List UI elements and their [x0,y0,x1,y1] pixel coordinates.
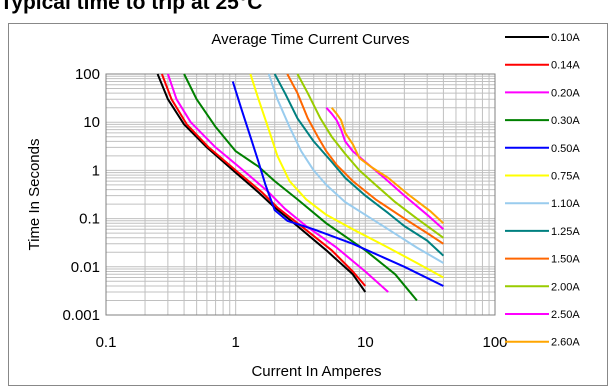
y-tick-label: 100 [75,66,100,83]
series-line-9 [296,73,444,239]
series-line-8 [286,73,444,245]
legend-label: 2.60A [551,337,580,349]
y-tick-label: 1 [92,162,100,179]
legend-label: 1.10A [551,198,580,210]
legend-label: 0.10A [551,32,580,44]
y-axis-title: Time In Seconds [26,139,43,251]
legend-label: 0.20A [551,87,580,99]
legend-label: 0.14A [551,60,580,72]
legend-label: 0.30A [551,115,580,127]
series-line-6 [267,73,444,264]
x-tick-label: 0.1 [96,334,117,351]
series-line-10 [325,107,445,231]
y-tick-label: 10 [83,114,100,131]
series-layer [156,73,445,302]
series-line-0 [156,73,367,293]
series-line-1 [160,73,367,287]
chart-frame: 0.1 1 10 100 100 10 1 0.1 0.01 0.001 Average Time… [8,23,608,386]
legend-label: 0.75A [551,171,580,183]
series-line-5 [249,73,444,279]
legend: 0.10A 0.14A 0.20A 0.30A 0.50A 0.75A 1.10A 1.25A… [505,32,580,349]
legend-label: 1.50A [551,254,580,266]
legend-label: 1.25A [551,226,580,238]
legend-label: 2.50A [551,309,580,321]
y-tick-label: 0.01 [71,259,100,276]
plot-area-border [105,73,496,316]
x-tick-label: 1 [231,334,239,351]
time-current-chart: 0.1 1 10 100 100 10 1 0.1 0.01 0.001 Average Time… [26,31,580,380]
chart-title: Average Time Current Curves [211,31,409,48]
y-tick-label: 0.1 [79,211,100,228]
series-line-4 [231,81,444,287]
series-line-3 [183,73,418,302]
series-line-11 [330,107,445,225]
page-heading: Typical time to trip at 25°C [0,0,263,14]
y-tick-label: 0.001 [62,307,100,324]
x-tick-label: 10 [357,334,374,351]
series-line-7 [273,73,445,257]
x-tick-label: 100 [482,334,507,351]
tick-labels: 0.1 1 10 100 100 10 1 0.1 0.01 0.001 [62,66,507,351]
x-axis-title: Current In Amperes [251,363,381,380]
legend-label: 0.50A [551,143,580,155]
legend-label: 2.00A [551,281,580,293]
